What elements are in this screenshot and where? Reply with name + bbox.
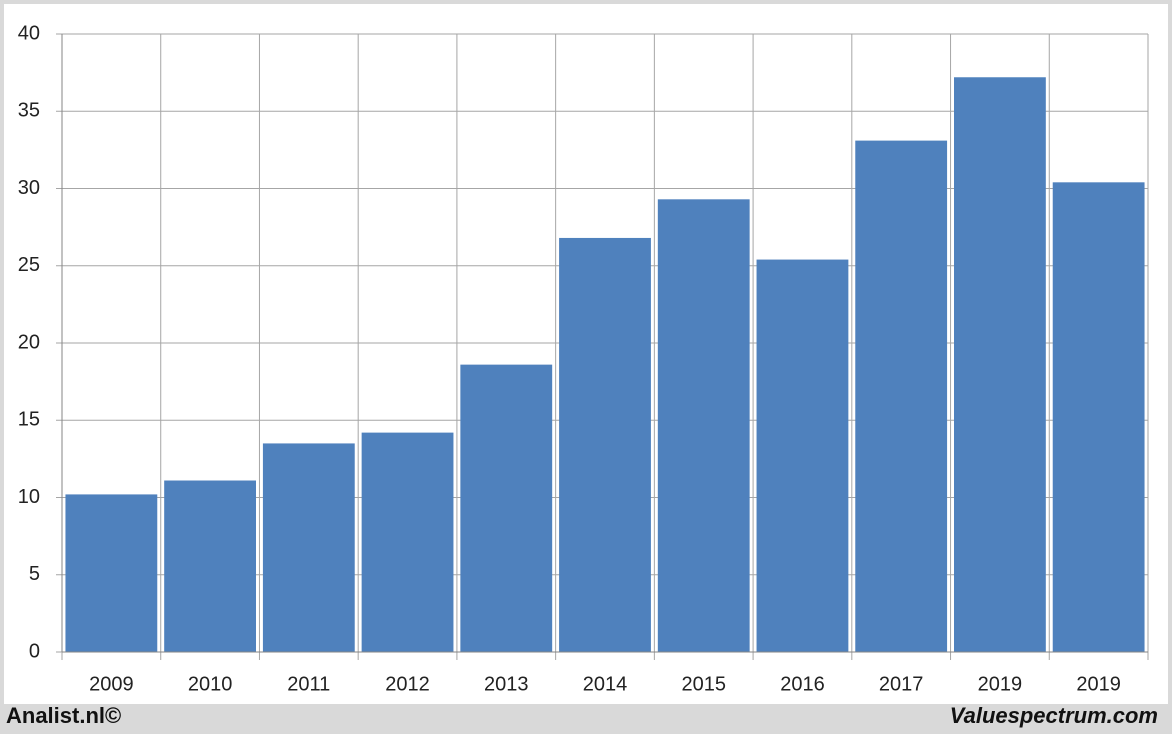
y-tick-label: 40 — [18, 22, 40, 44]
bar — [1052, 182, 1145, 652]
x-tick-label: 2019 — [978, 673, 1023, 695]
y-tick-label: 30 — [18, 177, 40, 199]
bar — [164, 480, 256, 652]
x-tick-label: 2011 — [287, 673, 330, 695]
bar — [954, 77, 1046, 652]
bar — [460, 364, 553, 652]
x-tick-label: 2015 — [681, 673, 726, 695]
x-tick-label: 2019 — [1076, 673, 1121, 695]
y-tick-label: 0 — [29, 640, 40, 662]
y-tick-label: 10 — [18, 486, 40, 508]
x-tick-label: 2012 — [385, 673, 430, 695]
y-tick-label: 20 — [18, 331, 40, 353]
y-tick-label: 25 — [18, 254, 40, 276]
bar — [262, 443, 355, 652]
y-tick-label: 15 — [18, 409, 40, 431]
bar — [65, 494, 158, 652]
bar — [657, 199, 750, 652]
bar — [361, 432, 454, 652]
footer-right: Valuespectrum.com — [950, 703, 1158, 728]
x-tick-label: 2017 — [879, 673, 924, 695]
x-tick-label: 2013 — [484, 673, 529, 695]
x-tick-label: 2016 — [780, 673, 825, 695]
x-tick-label: 2010 — [188, 673, 233, 695]
y-tick-label: 5 — [29, 563, 40, 585]
x-tick-label: 2014 — [583, 673, 628, 695]
bar — [855, 140, 948, 653]
y-tick-label: 35 — [18, 100, 40, 122]
bar — [756, 259, 849, 652]
x-tick-label: 2009 — [89, 673, 134, 695]
bar — [559, 237, 651, 652]
footer-left: Analist.nl© — [6, 703, 121, 728]
